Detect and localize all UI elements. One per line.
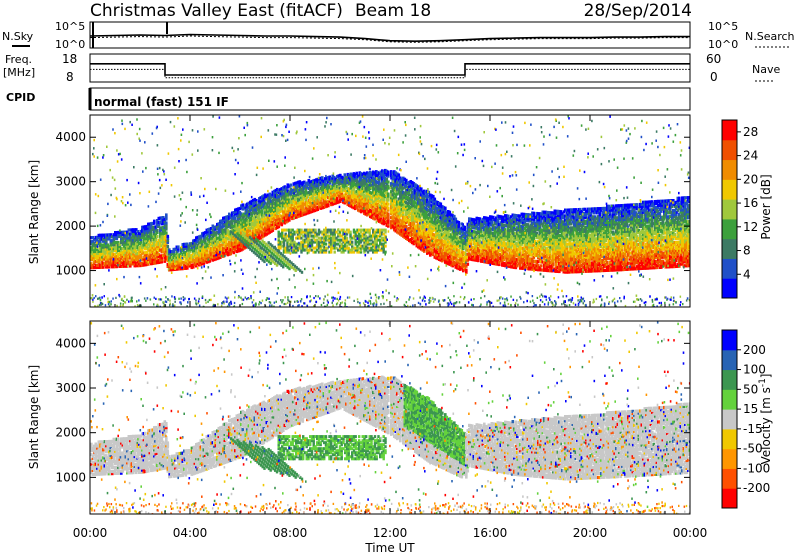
- power-colorbar-tick-0: 4: [743, 267, 751, 281]
- velocity-y-tick-3000: 3000: [55, 381, 86, 395]
- velocity-panel: 1000 2000 3000 4000 Slant Range [km]: [27, 320, 691, 515]
- time-tick-0: 00:00: [73, 526, 108, 540]
- station-title: Christmas Valley East (fitACF): [90, 1, 343, 21]
- velocity-colorbar-tick-3: 15: [743, 402, 758, 416]
- cpid-value: normal (fast) 151 IF: [94, 95, 229, 109]
- time-tick-4: 16:00: [473, 526, 508, 540]
- velocity-y-label: Slant Range [km]: [27, 365, 41, 469]
- velocity-colorbar-tick-0: 200: [743, 343, 766, 357]
- time-tick-6: 00:00: [673, 526, 708, 540]
- freq-series-1: [90, 68, 690, 79]
- time-axis: 00:00 04:00 08:00 12:00 16:00 20:00 00:00: [73, 115, 708, 540]
- freq-label-line1: Freq.: [5, 53, 32, 66]
- nave-label: Nave: [752, 63, 780, 76]
- time-tick-5: 20:00: [573, 526, 608, 540]
- power-colorbar-tick-1: 8: [743, 244, 751, 258]
- time-tick-2: 08:00: [273, 526, 308, 540]
- power-y-tick-3000: 3000: [55, 175, 86, 189]
- power-y-tick-2000: 2000: [55, 219, 86, 233]
- freq-series-0: [90, 62, 690, 76]
- power-y-tick-4000: 4000: [55, 130, 86, 144]
- velocity-colorbar-label: Velocity [m s-1]: [758, 374, 773, 465]
- velocity-y-tick-4000: 4000: [55, 336, 86, 350]
- date-label: 28/Sep/2014: [584, 1, 692, 21]
- velocity-colorbar: 200 100 50 15 -15 -50 -100 -200: [721, 329, 770, 509]
- velocity-y-tick-1000: 1000: [55, 470, 86, 484]
- power-colorbar-tick-3: 16: [743, 196, 758, 210]
- cpid-label: CPID: [6, 91, 35, 104]
- power-colorbar: 4 8 12 16 20 24 28: [721, 119, 758, 299]
- noise-left-label: N.Sky: [2, 30, 34, 43]
- power-colorbar-tick-6: 28: [743, 125, 758, 139]
- time-axis-label: Time UT: [364, 541, 415, 554]
- freq-tick-bottom: 8: [66, 70, 74, 84]
- power-colorbar-tick-2: 12: [743, 220, 758, 234]
- velocity-colorbar-tick-4: -15: [743, 422, 763, 436]
- freq-label-line2: [MHz]: [3, 66, 35, 79]
- freq-tick-top: 18: [62, 52, 77, 66]
- noise-panel: N.Sky 10^5 10^0 10^5 10^0 N.Search: [2, 20, 795, 51]
- power-colorbar-label: Power [dB]: [759, 174, 773, 239]
- freq-panel: Freq. [MHz] 18 8 60 0 Nave: [3, 52, 780, 84]
- noise-series-1: [89, 35, 690, 43]
- velocity-colorbar-tick-1: 100: [743, 363, 766, 377]
- time-tick-1: 04:00: [173, 526, 208, 540]
- noise-right-tick-bottom: 10^0: [708, 38, 738, 51]
- nave-tick-bottom: 0: [710, 70, 718, 84]
- power-colorbar-tick-4: 20: [743, 172, 758, 186]
- noise-left-tick-bottom: 10^0: [55, 38, 85, 51]
- velocity-y-tick-2000: 2000: [55, 426, 86, 440]
- velocity-colorbar-tick-7: -200: [743, 481, 770, 495]
- time-tick-3: 12:00: [373, 526, 408, 540]
- power-panel: 1000 2000 3000 4000 Slant Range [km]: [27, 114, 691, 308]
- noise-left-tick-top: 10^5: [55, 20, 85, 33]
- velocity-colorbar-tick-5: -50: [743, 442, 763, 456]
- cpid-panel: CPID normal (fast) 151 IF: [6, 87, 691, 111]
- power-y-tick-1000: 1000: [55, 264, 86, 278]
- nave-tick-top: 60: [706, 52, 721, 66]
- velocity-colorbar-tick-6: -100: [743, 461, 770, 475]
- power-y-label: Slant Range [km]: [27, 160, 41, 264]
- beam-label: Beam 18: [355, 1, 431, 21]
- noise-series-0: [89, 33, 690, 43]
- noise-right-tick-top: 10^5: [708, 20, 738, 33]
- velocity-colorbar-tick-2: 50: [743, 382, 758, 396]
- power-colorbar-tick-5: 24: [743, 149, 758, 163]
- noise-right-label: N.Search: [745, 30, 795, 43]
